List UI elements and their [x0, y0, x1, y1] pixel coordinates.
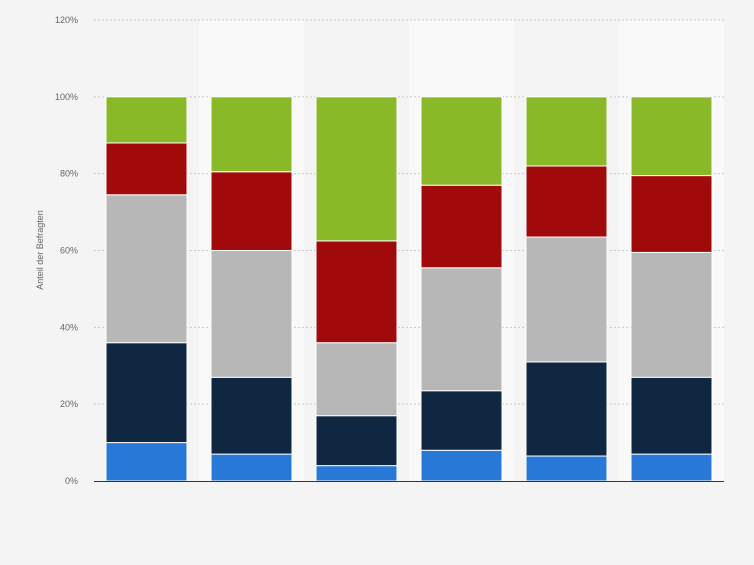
y-tick-label: 120%: [55, 15, 78, 25]
bar-stacks: [105, 96, 713, 482]
y-tick-label: 80%: [60, 169, 78, 179]
bar-stack: [630, 96, 713, 482]
bar-segment: [315, 465, 398, 482]
bar-segment: [105, 96, 188, 144]
bar-segment: [105, 194, 188, 344]
bar-segment: [210, 376, 293, 455]
bar-segment: [210, 453, 293, 482]
bar-segment: [420, 184, 503, 269]
bar-segment: [525, 165, 608, 238]
bar-segment: [420, 390, 503, 451]
bar-segment: [525, 96, 608, 167]
bar-segment: [420, 96, 503, 186]
bar-segment: [630, 251, 713, 378]
bar-segment: [420, 267, 503, 392]
bar-segment: [105, 442, 188, 482]
y-tick-label: 40%: [60, 322, 78, 332]
bar-segment: [630, 96, 713, 177]
bar-segment: [210, 96, 293, 173]
y-tick-label: 60%: [60, 246, 78, 256]
bar-segment: [630, 376, 713, 455]
y-tick-label: 0%: [65, 476, 78, 486]
bar-segment: [420, 449, 503, 482]
bar-segment: [525, 455, 608, 482]
bar-stack: [315, 96, 398, 482]
bar-segment: [105, 342, 188, 444]
bar-stack: [105, 96, 188, 482]
bar-stack: [420, 96, 503, 482]
y-tick-label: 100%: [55, 92, 78, 102]
bar-stack: [210, 96, 293, 482]
y-axis-tick-labels: 0% 20% 40% 60% 80% 100% 120%: [55, 15, 78, 486]
bar-segment: [315, 415, 398, 467]
bar-segment: [525, 361, 608, 457]
bar-segment: [210, 250, 293, 378]
bar-segment: [105, 142, 188, 196]
bar-segment: [525, 236, 608, 363]
bar-segment: [315, 96, 398, 242]
y-tick-label: 20%: [60, 399, 78, 409]
bar-segment: [315, 240, 398, 344]
bar-segment: [315, 342, 398, 417]
bar-segment: [630, 175, 713, 253]
bar-segment: [630, 453, 713, 482]
y-axis-title: Anteil der Befragten: [35, 210, 45, 290]
bar-segment: [210, 171, 293, 251]
gridlines: [94, 19, 724, 405]
bar-stack: [525, 96, 608, 482]
